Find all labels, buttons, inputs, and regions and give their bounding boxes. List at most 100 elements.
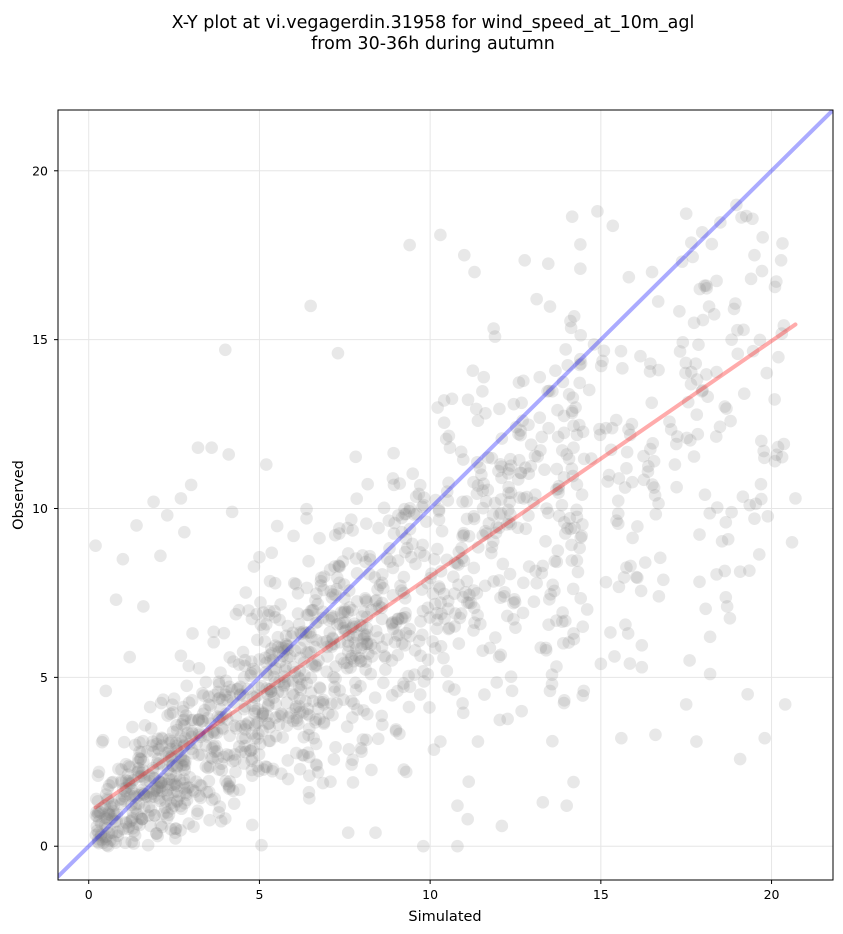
scatter-point: [254, 618, 268, 631]
scatter-point: [280, 719, 294, 732]
scatter-point: [239, 731, 252, 745]
scatter-point: [565, 404, 579, 418]
scatter-point: [620, 462, 633, 475]
scatter-point: [92, 765, 106, 779]
scatter-point: [264, 685, 278, 698]
scatter-point: [754, 477, 768, 491]
scatter-point: [178, 712, 191, 726]
scatter-point: [195, 714, 209, 728]
scatter-point: [720, 402, 733, 415]
scatter-point: [150, 782, 164, 795]
scatter-point: [299, 695, 312, 708]
scatter-point: [260, 687, 274, 701]
scatter-point: [313, 695, 326, 708]
scatter-point: [236, 689, 250, 702]
scatter-point: [731, 323, 744, 337]
scatter-point: [757, 444, 770, 458]
scatter-point: [507, 612, 520, 626]
scatter-point: [325, 591, 339, 604]
scatter-point: [718, 400, 732, 413]
scatter-point: [195, 779, 208, 793]
scatter-point: [204, 699, 217, 713]
scatter-point: [449, 607, 462, 620]
scatter-point: [207, 724, 221, 737]
scatter-point: [546, 734, 559, 748]
scatter-point: [531, 450, 544, 463]
scatter-point: [541, 506, 555, 520]
scatter-point: [594, 657, 608, 671]
scatter-point: [245, 754, 258, 768]
scatter-point: [114, 797, 128, 811]
scatter-point: [561, 359, 575, 372]
scatter-point: [276, 708, 289, 721]
scatter-point: [429, 493, 442, 507]
scatter-point: [418, 549, 431, 563]
scatter-point: [261, 717, 275, 731]
scatter-point: [471, 541, 485, 554]
scatter-point: [462, 596, 476, 610]
scatter-point: [345, 758, 358, 771]
scatter-point: [184, 713, 198, 727]
scatter-point: [177, 776, 191, 790]
scatter-point: [213, 800, 227, 814]
scatter-point: [398, 638, 412, 652]
scatter-point: [373, 578, 387, 592]
scatter-point: [403, 680, 417, 694]
scatter-point: [245, 763, 259, 777]
scatter-point: [263, 649, 276, 662]
scatter-point: [470, 586, 484, 600]
scatter-point: [269, 729, 283, 743]
scatter-point: [296, 706, 310, 719]
scatter-point: [710, 501, 724, 514]
scatter-point: [709, 430, 723, 443]
scatter-point: [430, 622, 444, 636]
scatter-point: [354, 654, 368, 668]
scatter-point: [743, 498, 756, 512]
scatter-point: [238, 739, 252, 753]
scatter-point: [420, 515, 433, 528]
scatter-point: [300, 608, 314, 622]
scatter-point: [615, 731, 628, 745]
scatter-point: [260, 760, 274, 774]
scatter-point: [122, 776, 136, 790]
scatter-point: [647, 481, 661, 494]
scatter-point: [561, 522, 574, 535]
scatter-point: [295, 678, 308, 691]
scatter-point: [483, 641, 497, 655]
scatter-point: [325, 697, 338, 711]
x-tick-label: 5: [255, 887, 263, 902]
scatter-point: [122, 759, 135, 773]
scatter-point: [785, 535, 799, 549]
scatter-point: [328, 680, 341, 694]
scatter-point: [245, 818, 259, 832]
scatter-point: [304, 671, 318, 685]
scatter-point: [421, 653, 435, 667]
scatter-point: [177, 760, 190, 773]
scatter-point: [309, 660, 323, 673]
scatter-point: [504, 508, 517, 521]
scatter-point: [743, 564, 756, 577]
scatter-point: [696, 384, 709, 397]
scatter-point: [201, 711, 215, 725]
scatter-point: [452, 578, 465, 592]
scatter-point: [737, 387, 751, 400]
scatter-point: [358, 592, 372, 605]
scatter-point: [355, 610, 369, 623]
scatter-point: [517, 576, 530, 590]
scatter-point: [289, 702, 302, 716]
scatter-point: [169, 822, 182, 835]
scatter-point: [350, 492, 364, 506]
scatter-point: [552, 486, 565, 499]
scatter-point: [194, 730, 208, 744]
scatter-point: [128, 738, 142, 752]
scatter-point: [177, 772, 191, 786]
scatter-point: [268, 604, 281, 618]
scatter-point: [357, 605, 371, 618]
scatter-point: [178, 797, 191, 810]
scatter-point: [90, 820, 104, 833]
scatter-point: [406, 537, 419, 551]
scatter-point: [239, 745, 252, 759]
scatter-point: [127, 773, 140, 787]
scatter-point: [304, 626, 317, 640]
scatter-point: [166, 759, 180, 772]
